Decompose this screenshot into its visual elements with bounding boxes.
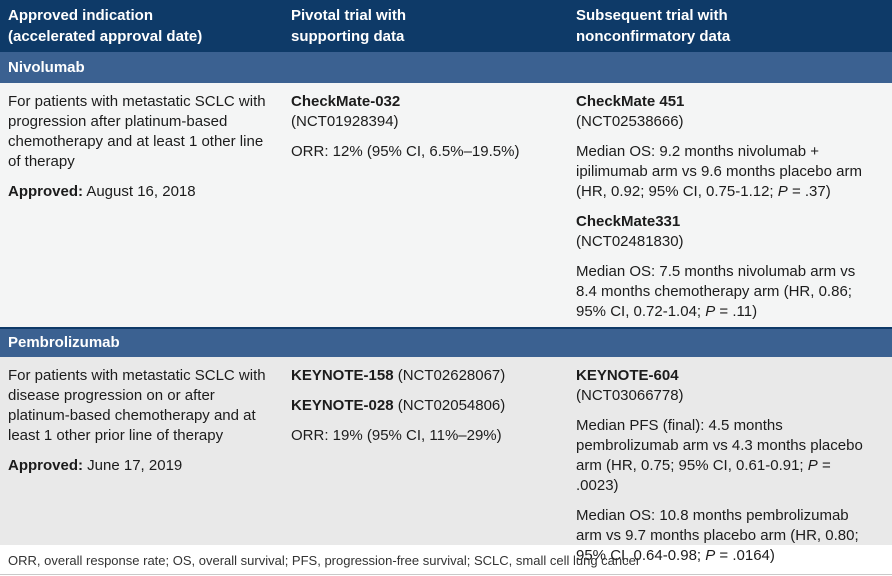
section-header-pembrolizumab: Pembrolizumab [0, 327, 892, 357]
section-title: Pembrolizumab [8, 334, 120, 351]
trial-id: (NCT03066778) [576, 387, 684, 404]
pembrolizumab-indication-cell: For patients with metastatic SCLC with d… [0, 357, 283, 486]
trial-name: CheckMate-032 [291, 93, 401, 110]
approval-date-text: Approved: June 17, 2019 [8, 457, 183, 474]
trial-id: (NCT02538666) [576, 113, 684, 130]
trial-name-line: KEYNOTE-158 (NCT02628067) [291, 367, 506, 384]
trial-name-line: KEYNOTE-028 (NCT02054806) [291, 397, 506, 414]
section-title: Nivolumab [8, 58, 85, 76]
nivolumab-pivotal-cell: CheckMate-032 (NCT01928394) ORR: 12% (95… [283, 83, 568, 172]
trial-id: (NCT02481830) [576, 233, 684, 250]
trial-name: KEYNOTE-604 [576, 367, 679, 384]
trial-result-text: Median OS: 9.2 months nivolumab + ipilim… [576, 143, 862, 200]
nivolumab-data-row: For patients with metastatic SCLC with p… [0, 83, 892, 327]
approval-date-text: Approved: August 16, 2018 [8, 183, 196, 200]
nivolumab-subsequent-cell: CheckMate 451 (NCT02538666) Median OS: 9… [568, 83, 892, 332]
trial-name: CheckMate331 [576, 213, 681, 230]
trial-result-text: Median OS: 7.5 months nivolumab arm vs 8… [576, 263, 856, 320]
column-header-approved-indication: Approved indication (accelerated approva… [8, 7, 203, 45]
trial-name-block: CheckMate-032 (NCT01928394) [291, 92, 552, 132]
trial-name-block: CheckMate 451 (NCT02538666) [576, 92, 876, 132]
orr-result-text: ORR: 19% (95% CI, 11%–29%) [291, 427, 502, 444]
trial-result-text: Median PFS (final): 4.5 months pembroliz… [576, 417, 863, 494]
indication-text: For patients with metastatic SCLC with p… [8, 93, 266, 170]
table-header-row: Approved indication (accelerated approva… [0, 0, 892, 52]
trial-id: (NCT01928394) [291, 113, 399, 130]
trial-name-block: KEYNOTE-604 (NCT03066778) [576, 366, 876, 406]
trial-name-block: CheckMate331 (NCT02481830) [576, 212, 876, 252]
column-header-pivotal-trial: Pivotal trial with supporting data [291, 7, 407, 45]
abbreviations-footnote: ORR, overall response rate; OS, overall … [0, 545, 892, 575]
column-header-subsequent-trial: Subsequent trial with nonconfirmatory da… [576, 7, 731, 45]
pembrolizumab-data-row: For patients with metastatic SCLC with d… [0, 357, 892, 564]
pembrolizumab-subsequent-cell: KEYNOTE-604 (NCT03066778) Median PFS (fi… [568, 357, 892, 576]
indication-text: For patients with metastatic SCLC with d… [8, 367, 266, 444]
pembrolizumab-pivotal-cell: KEYNOTE-158 (NCT02628067) KEYNOTE-028 (N… [283, 357, 568, 456]
orr-result-text: ORR: 12% (95% CI, 6.5%–19.5%) [291, 143, 520, 160]
trial-name: CheckMate 451 [576, 93, 685, 110]
section-header-nivolumab: Nivolumab [0, 52, 892, 83]
nivolumab-indication-cell: For patients with metastatic SCLC with p… [0, 83, 283, 212]
